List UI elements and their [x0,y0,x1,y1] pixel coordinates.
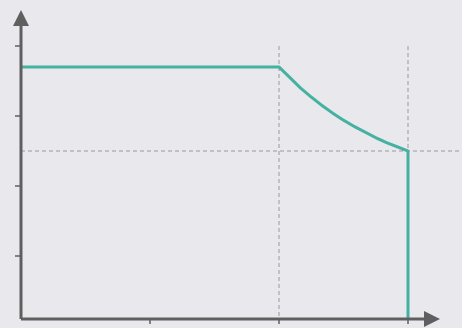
series-lines [21,65,410,319]
x-axis-arrowhead [424,311,440,327]
y-axis-arrowhead [13,10,29,26]
series-line-1 [21,65,410,319]
axes [13,10,440,327]
